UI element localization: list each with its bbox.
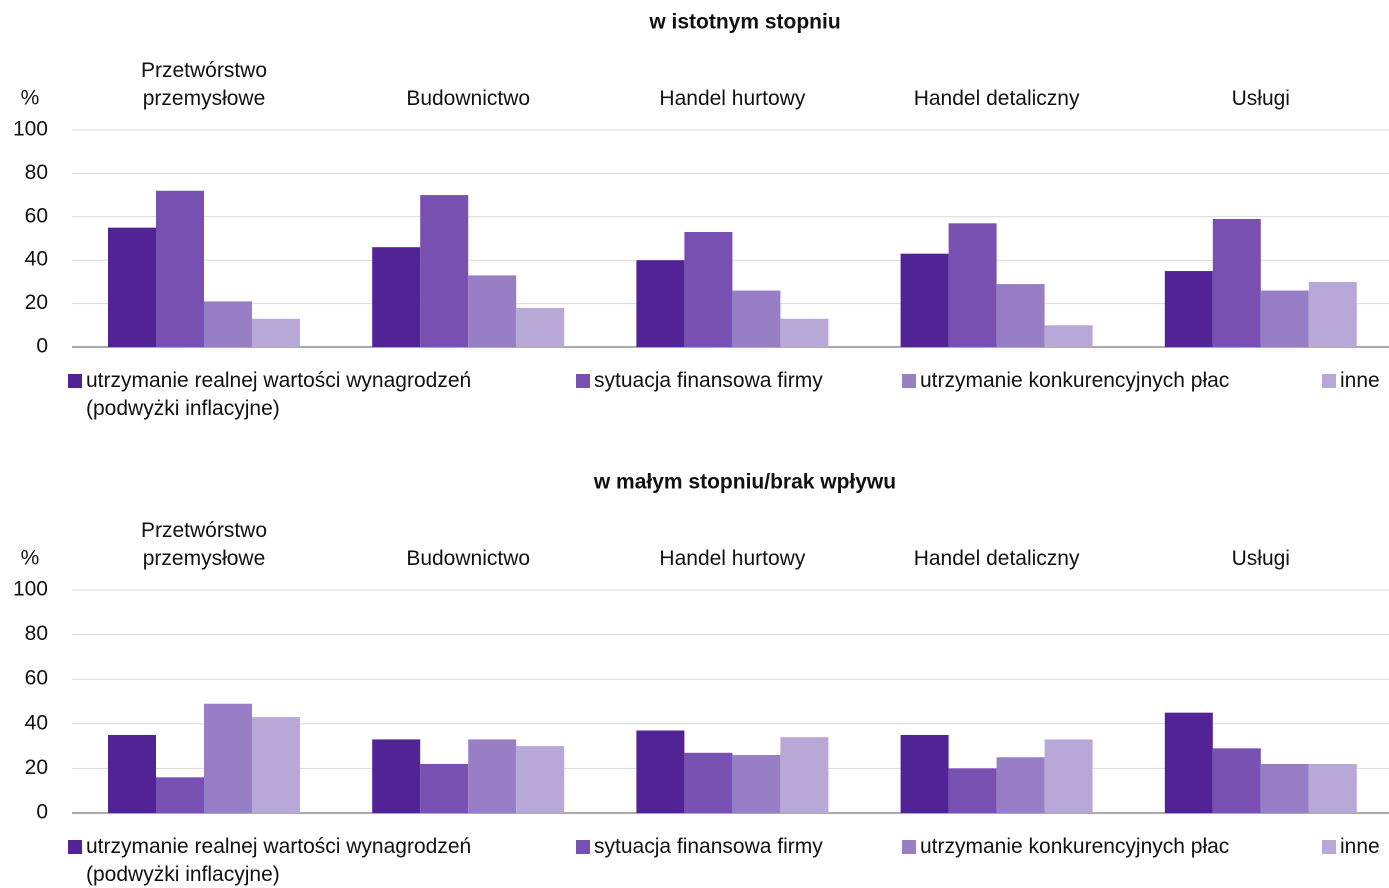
chart-title: w istotnym stopniu [648,11,840,34]
legend-label: utrzymanie realnej wartości wynagrodzeń … [86,369,472,420]
bar [1308,281,1357,347]
category-label: Budownictwo [406,87,531,110]
category-label: Handel hurtowy [659,547,806,570]
legend-label: inne [1340,369,1380,392]
legend-swatch [68,840,82,854]
bar [108,734,156,813]
legend-label: inne [1340,835,1380,858]
bar [684,752,733,813]
bar [996,284,1045,347]
bar [1260,290,1309,347]
legend-label: sytuacja finansowa firmy [594,835,823,858]
bar [420,195,469,347]
bar [684,231,733,347]
bar [1164,712,1213,813]
bar [1308,763,1357,813]
legend-swatch [902,374,916,388]
bar [252,717,300,813]
bar [1212,748,1261,813]
bar [780,318,829,347]
legend-label: utrzymanie konkurencyjnych płac [920,835,1230,858]
bar [372,247,421,347]
bar [1044,739,1093,813]
y-tick-label: 60 [25,667,48,690]
category-label: Handel detaliczny [913,87,1080,110]
y-tick-label: 40 [25,248,48,271]
legend-swatch [576,374,590,388]
bar [156,777,204,813]
legend-swatch [576,840,590,854]
bar [636,730,685,813]
bar [900,253,949,347]
y-axis-label: % [21,547,40,570]
y-tick-label: 100 [13,118,48,141]
bar [468,739,517,813]
bar [900,734,949,813]
bar [108,227,156,347]
bar [204,301,252,347]
bar [372,739,421,813]
legend-label: utrzymanie realnej wartości wynagrodzeń … [86,835,472,886]
bar [252,318,300,347]
bar [1212,218,1261,347]
bar [156,190,204,347]
legend-swatch [902,840,916,854]
y-tick-label: 100 [13,578,48,601]
bar [948,768,997,813]
y-axis-label: % [21,87,40,110]
bar [468,275,517,347]
y-tick-label: 60 [25,204,48,227]
bar [732,755,781,813]
y-tick-label: 80 [25,161,48,184]
legend-swatch [68,374,82,388]
legend-label: utrzymanie konkurencyjnych płac [920,369,1230,392]
y-tick-label: 40 [25,711,48,734]
bar [636,260,685,347]
category-label: Usługi [1231,87,1290,110]
bar [780,737,829,813]
y-tick-label: 0 [36,801,48,824]
bar [1164,271,1213,347]
bar [420,763,469,813]
bar [1260,763,1309,813]
chart-title: w małym stopniu/brak wpływu [593,471,896,494]
bar [204,703,252,813]
legend-label: sytuacja finansowa firmy [594,369,823,392]
category-label: Budownictwo [406,547,531,570]
bar [516,746,565,813]
bar [516,307,565,347]
category-label: Usługi [1231,547,1290,570]
bar [1044,325,1093,347]
bar [996,757,1045,813]
y-tick-label: 20 [25,756,48,779]
y-tick-label: 80 [25,622,48,645]
bar [948,223,997,347]
legend-swatch [1322,840,1336,854]
y-tick-label: 0 [36,335,48,358]
category-label: Przetwórstwo przemysłowe [140,59,268,110]
category-label: Handel detaliczny [913,547,1080,570]
y-tick-label: 20 [25,291,48,314]
category-label: Handel hurtowy [659,87,806,110]
bar [732,290,781,347]
legend-swatch [1322,374,1336,388]
category-label: Przetwórstwo przemysłowe [140,519,268,570]
